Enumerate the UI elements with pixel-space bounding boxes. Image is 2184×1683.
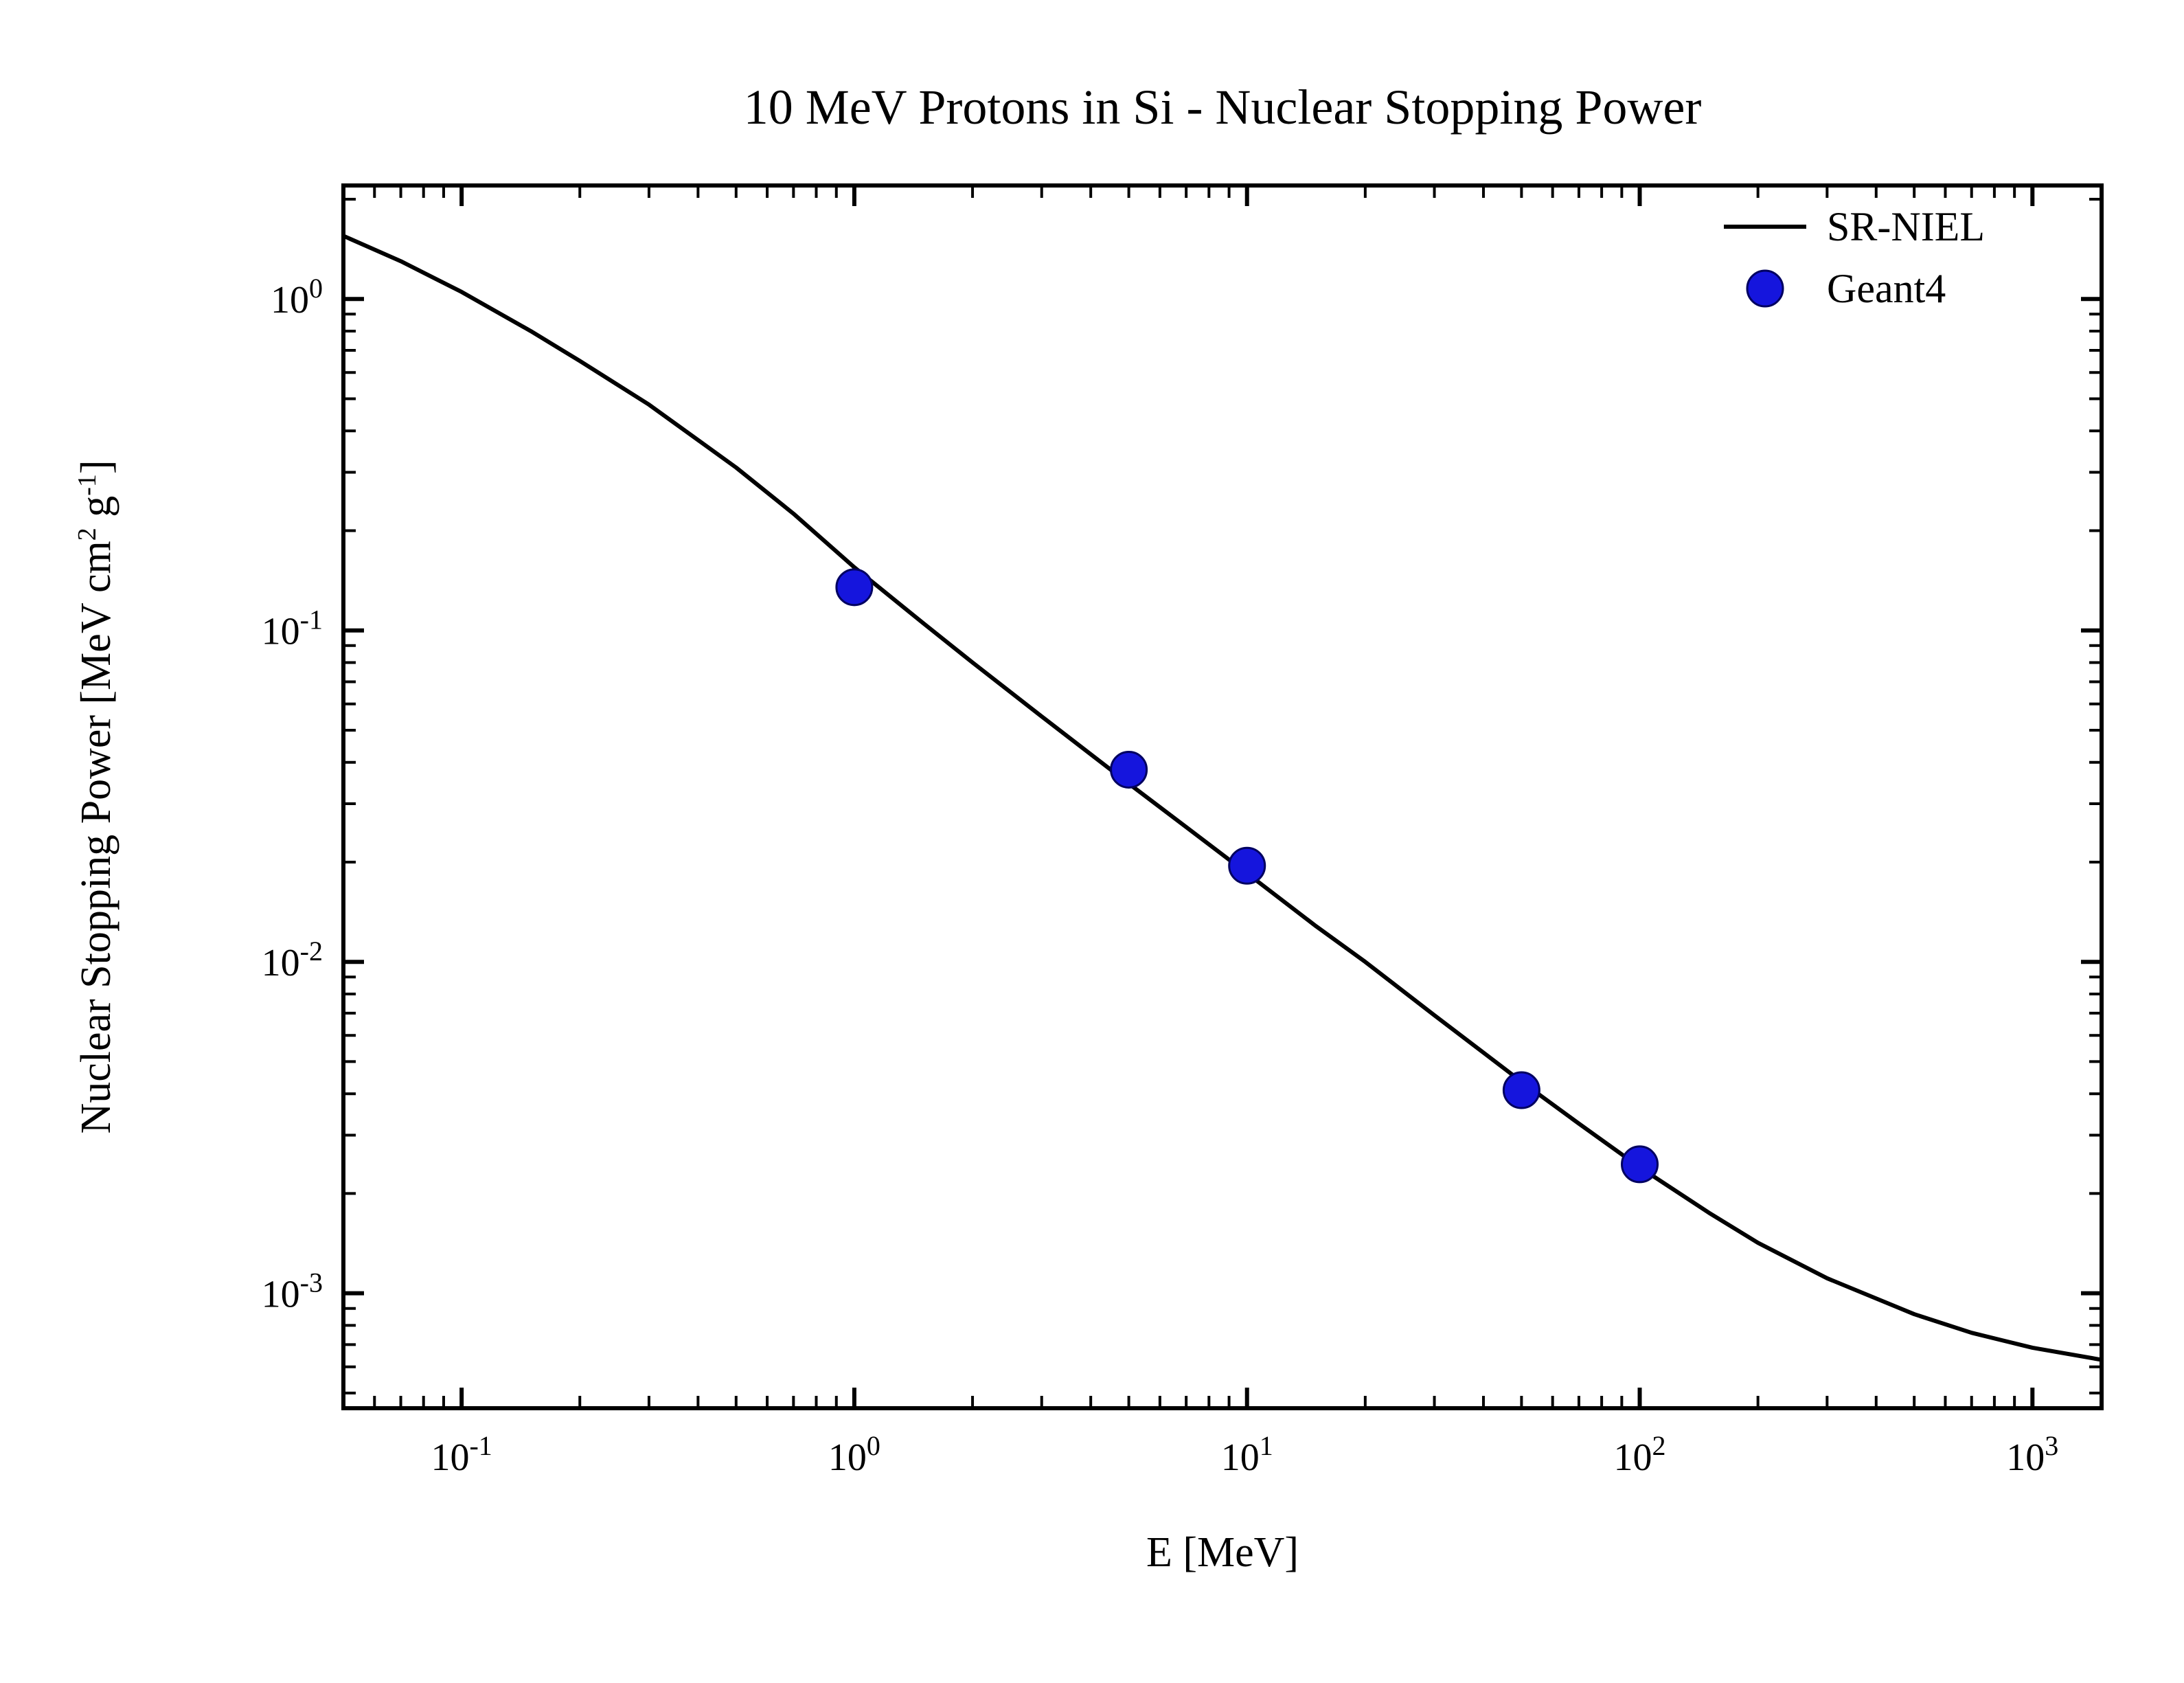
chart-title: 10 MeV Protons in Si - Nuclear Stopping … [744,80,1702,135]
stopping-power-chart: 10 MeV Protons in Si - Nuclear Stopping … [0,0,2184,1683]
tick-label: 10-1 [262,604,323,653]
tick-label: 100 [828,1430,880,1480]
series-point-Geant4 [1111,752,1147,787]
tick-label: 10-2 [262,936,323,985]
tick-label: 10-1 [431,1430,492,1480]
legend-label: SR-NIEL [1827,204,1985,249]
tick-label: 10-3 [262,1267,323,1316]
tick-label: 100 [271,273,323,322]
tick-label: 101 [1221,1430,1273,1480]
x-axis-label: E [MeV] [1146,1529,1299,1576]
tick-label: 103 [2006,1430,2058,1480]
series-point-Geant4 [1229,848,1265,883]
series-point-Geant4 [1503,1072,1539,1108]
series-point-Geant4 [1622,1147,1658,1182]
tick-label: 102 [1614,1430,1666,1480]
y-axis-label: Nuclear Stopping Power [MeV cm2 g-1] [73,460,120,1133]
legend-label: Geant4 [1827,266,1946,311]
series-point-Geant4 [837,569,872,605]
